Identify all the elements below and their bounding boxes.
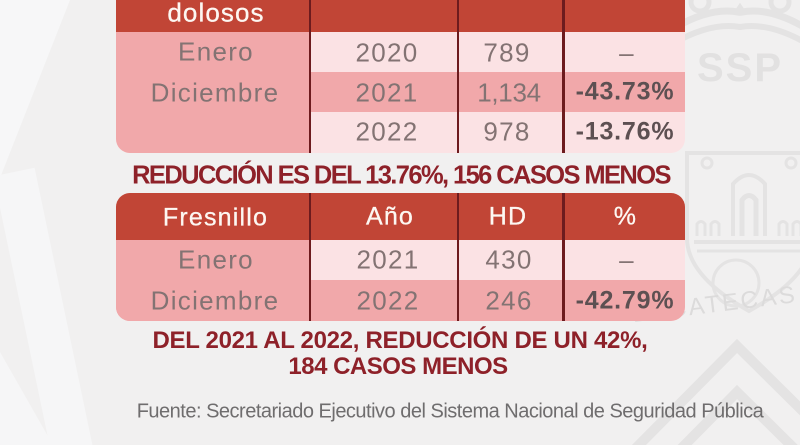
svg-text:SSP: SSP	[697, 46, 783, 90]
